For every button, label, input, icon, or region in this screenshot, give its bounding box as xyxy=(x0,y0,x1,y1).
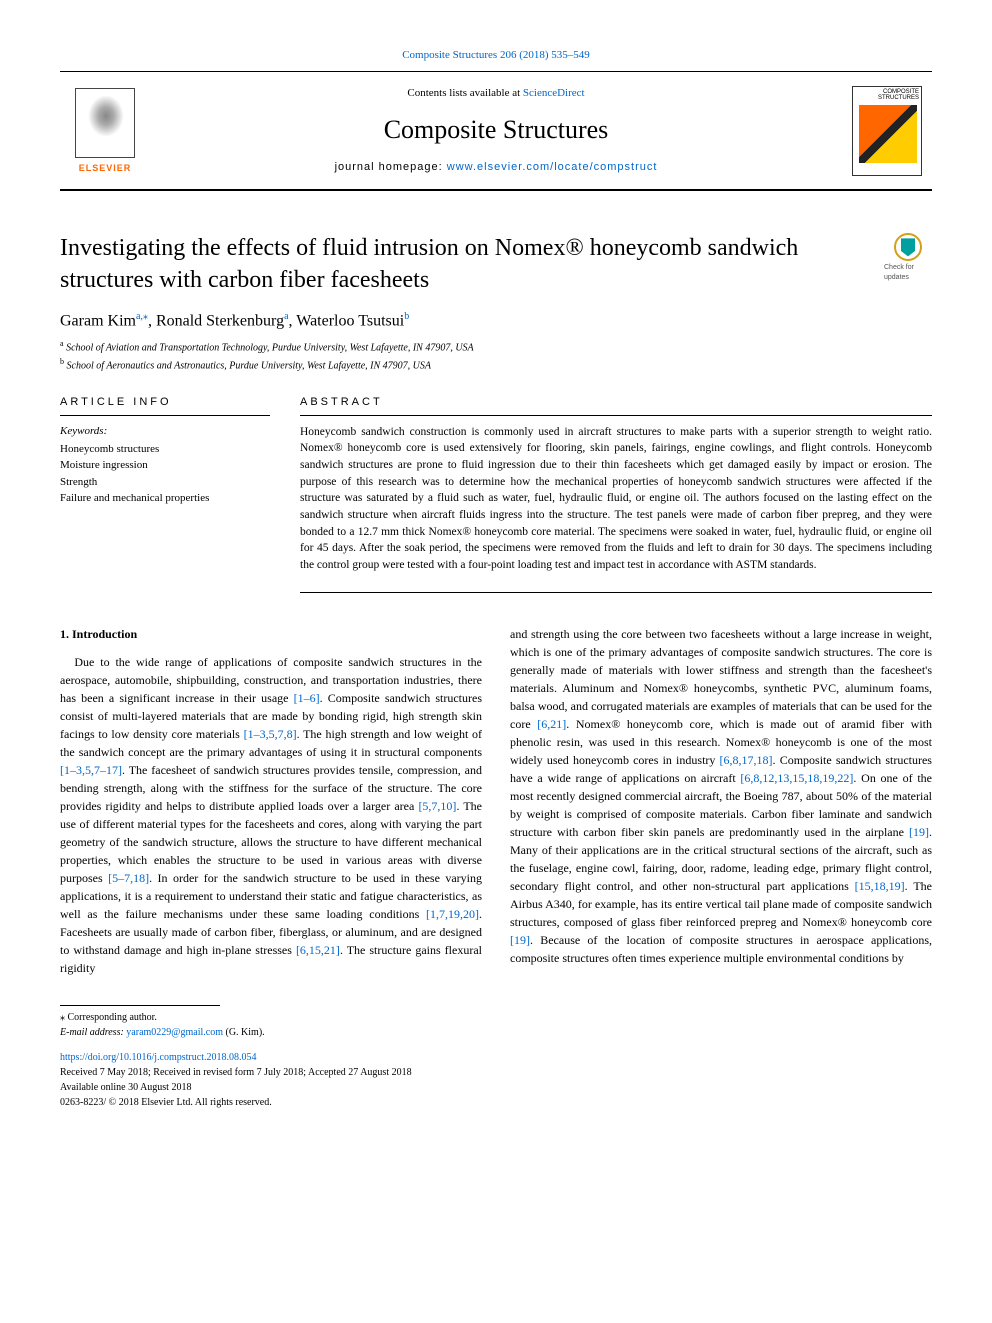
keyword-item: Failure and mechanical properties xyxy=(60,490,270,507)
header-center: Contents lists available at ScienceDirec… xyxy=(150,72,842,189)
email-label: E-mail address: xyxy=(60,1027,126,1038)
keywords-label: Keywords: xyxy=(60,424,270,439)
cover-title-text: COMPOSITE STRUCTURES xyxy=(853,89,919,102)
page-container: Composite Structures 206 (2018) 535–549 … xyxy=(0,0,992,1150)
keywords-list: Honeycomb structures Moisture ingression… xyxy=(60,441,270,507)
homepage-line: journal homepage: www.elsevier.com/locat… xyxy=(335,160,658,175)
author-3-name: Waterloo Tsutsui xyxy=(296,312,404,329)
elsevier-tree-icon xyxy=(75,88,135,158)
copyright-line: 0263-8223/ © 2018 Elsevier Ltd. All righ… xyxy=(60,1095,932,1110)
intro-paragraph-left: Due to the wide range of applications of… xyxy=(60,653,482,977)
homepage-link[interactable]: www.elsevier.com/locate/compstruct xyxy=(447,161,658,173)
author-1-affil-link[interactable]: a, xyxy=(136,311,143,322)
article-info-heading: ARTICLE INFO xyxy=(60,395,270,415)
citation-link[interactable]: [15,18,19] xyxy=(855,879,905,893)
keyword-item: Honeycomb structures xyxy=(60,441,270,458)
top-citation-line: Composite Structures 206 (2018) 535–549 xyxy=(60,48,932,63)
publisher-name: ELSEVIER xyxy=(79,162,132,175)
received-line: Received 7 May 2018; Received in revised… xyxy=(60,1065,932,1080)
citation-link[interactable]: [1–3,5,7–17] xyxy=(60,763,122,777)
affiliation-b-text: School of Aeronautics and Astronautics, … xyxy=(67,360,432,371)
available-line: Available online 30 August 2018 xyxy=(60,1080,932,1095)
author-2-name: Ronald Sterkenburg xyxy=(156,312,284,329)
check-updates-ring-icon xyxy=(894,233,922,261)
check-updates-label: Check for updates xyxy=(884,263,932,283)
citation-link[interactable]: [6,15,21] xyxy=(296,943,340,957)
sciencedirect-link[interactable]: ScienceDirect xyxy=(523,87,585,99)
article-info-col: ARTICLE INFO Keywords: Honeycomb structu… xyxy=(60,395,270,592)
doi-block: https://doi.org/10.1016/j.compstruct.201… xyxy=(60,1050,932,1110)
abstract-col: ABSTRACT Honeycomb sandwich construction… xyxy=(300,395,932,592)
abstract-heading: ABSTRACT xyxy=(300,395,932,415)
intro-paragraph-right: and strength using the core between two … xyxy=(510,625,932,967)
author-1-name: Garam Kim xyxy=(60,312,136,329)
text-run: . Because of the location of composite s… xyxy=(510,933,932,965)
corresponding-author-note: ⁎ Corresponding author. xyxy=(60,1010,932,1025)
left-column: 1. Introduction Due to the wide range of… xyxy=(60,625,482,977)
author-2-affil-link[interactable]: a xyxy=(284,311,288,322)
author-1-corr-link[interactable]: ⁎ xyxy=(143,311,148,322)
citation-link[interactable]: [19] xyxy=(909,825,929,839)
affiliation-a-text: School of Aviation and Transportation Te… xyxy=(66,343,474,354)
abstract-bottom-rule xyxy=(300,592,932,593)
check-updates-badge[interactable]: Check for updates xyxy=(884,233,932,283)
info-abstract-row: ARTICLE INFO Keywords: Honeycomb structu… xyxy=(60,395,932,592)
citation-link[interactable]: [1–6] xyxy=(294,691,320,705)
abstract-text: Honeycomb sandwich construction is commo… xyxy=(300,424,932,574)
right-column: and strength using the core between two … xyxy=(510,625,932,977)
text-run: and strength using the core between two … xyxy=(510,627,932,731)
citation-link[interactable]: [5–7,18] xyxy=(108,871,149,885)
footnotes: ⁎ Corresponding author. E-mail address: … xyxy=(60,1010,932,1040)
check-updates-bookmark-icon xyxy=(901,238,915,256)
author-3-affil-link[interactable]: b xyxy=(404,311,409,322)
affiliations: a School of Aviation and Transportation … xyxy=(60,338,932,373)
cover-graphic-icon xyxy=(859,105,917,163)
citation-link[interactable]: [6,8,12,13,15,18,19,22] xyxy=(740,771,853,785)
top-citation-link[interactable]: Composite Structures 206 (2018) 535–549 xyxy=(402,49,590,61)
citation-link[interactable]: [19] xyxy=(510,933,530,947)
title-row: Investigating the effects of fluid intru… xyxy=(60,233,932,295)
email-line: E-mail address: yaram0229@gmail.com (G. … xyxy=(60,1025,932,1040)
cover-thumbnail: COMPOSITE STRUCTURES xyxy=(852,86,922,176)
doi-link[interactable]: https://doi.org/10.1016/j.compstruct.201… xyxy=(60,1052,256,1063)
affiliation-b: b School of Aeronautics and Astronautics… xyxy=(60,356,932,373)
keyword-item: Strength xyxy=(60,474,270,491)
body-columns: 1. Introduction Due to the wide range of… xyxy=(60,625,932,977)
journal-cover: COMPOSITE STRUCTURES xyxy=(842,72,932,189)
email-suffix: (G. Kim). xyxy=(223,1027,265,1038)
contents-prefix: Contents lists available at xyxy=(407,87,522,99)
journal-header: ELSEVIER Contents lists available at Sci… xyxy=(60,71,932,191)
citation-link[interactable]: [6,8,17,18] xyxy=(720,753,773,767)
citation-link[interactable]: [6,21] xyxy=(537,717,566,731)
affiliation-a: a School of Aviation and Transportation … xyxy=(60,338,932,355)
section-1-heading: 1. Introduction xyxy=(60,625,482,643)
citation-link[interactable]: [5,7,10] xyxy=(418,799,456,813)
journal-name: Composite Structures xyxy=(384,112,609,148)
article-title: Investigating the effects of fluid intru… xyxy=(60,233,872,295)
contents-line: Contents lists available at ScienceDirec… xyxy=(407,86,584,101)
publisher-logo: ELSEVIER xyxy=(60,72,150,189)
footnote-rule xyxy=(60,1005,220,1006)
email-link[interactable]: yaram0229@gmail.com xyxy=(126,1027,223,1038)
keyword-item: Moisture ingression xyxy=(60,457,270,474)
citation-link[interactable]: [1,7,19,20] xyxy=(426,907,479,921)
homepage-prefix: journal homepage: xyxy=(335,161,447,173)
authors-line: Garam Kima,⁎, Ronald Sterkenburga, Water… xyxy=(60,310,932,333)
citation-link[interactable]: [1–3,5,7,8] xyxy=(244,727,297,741)
